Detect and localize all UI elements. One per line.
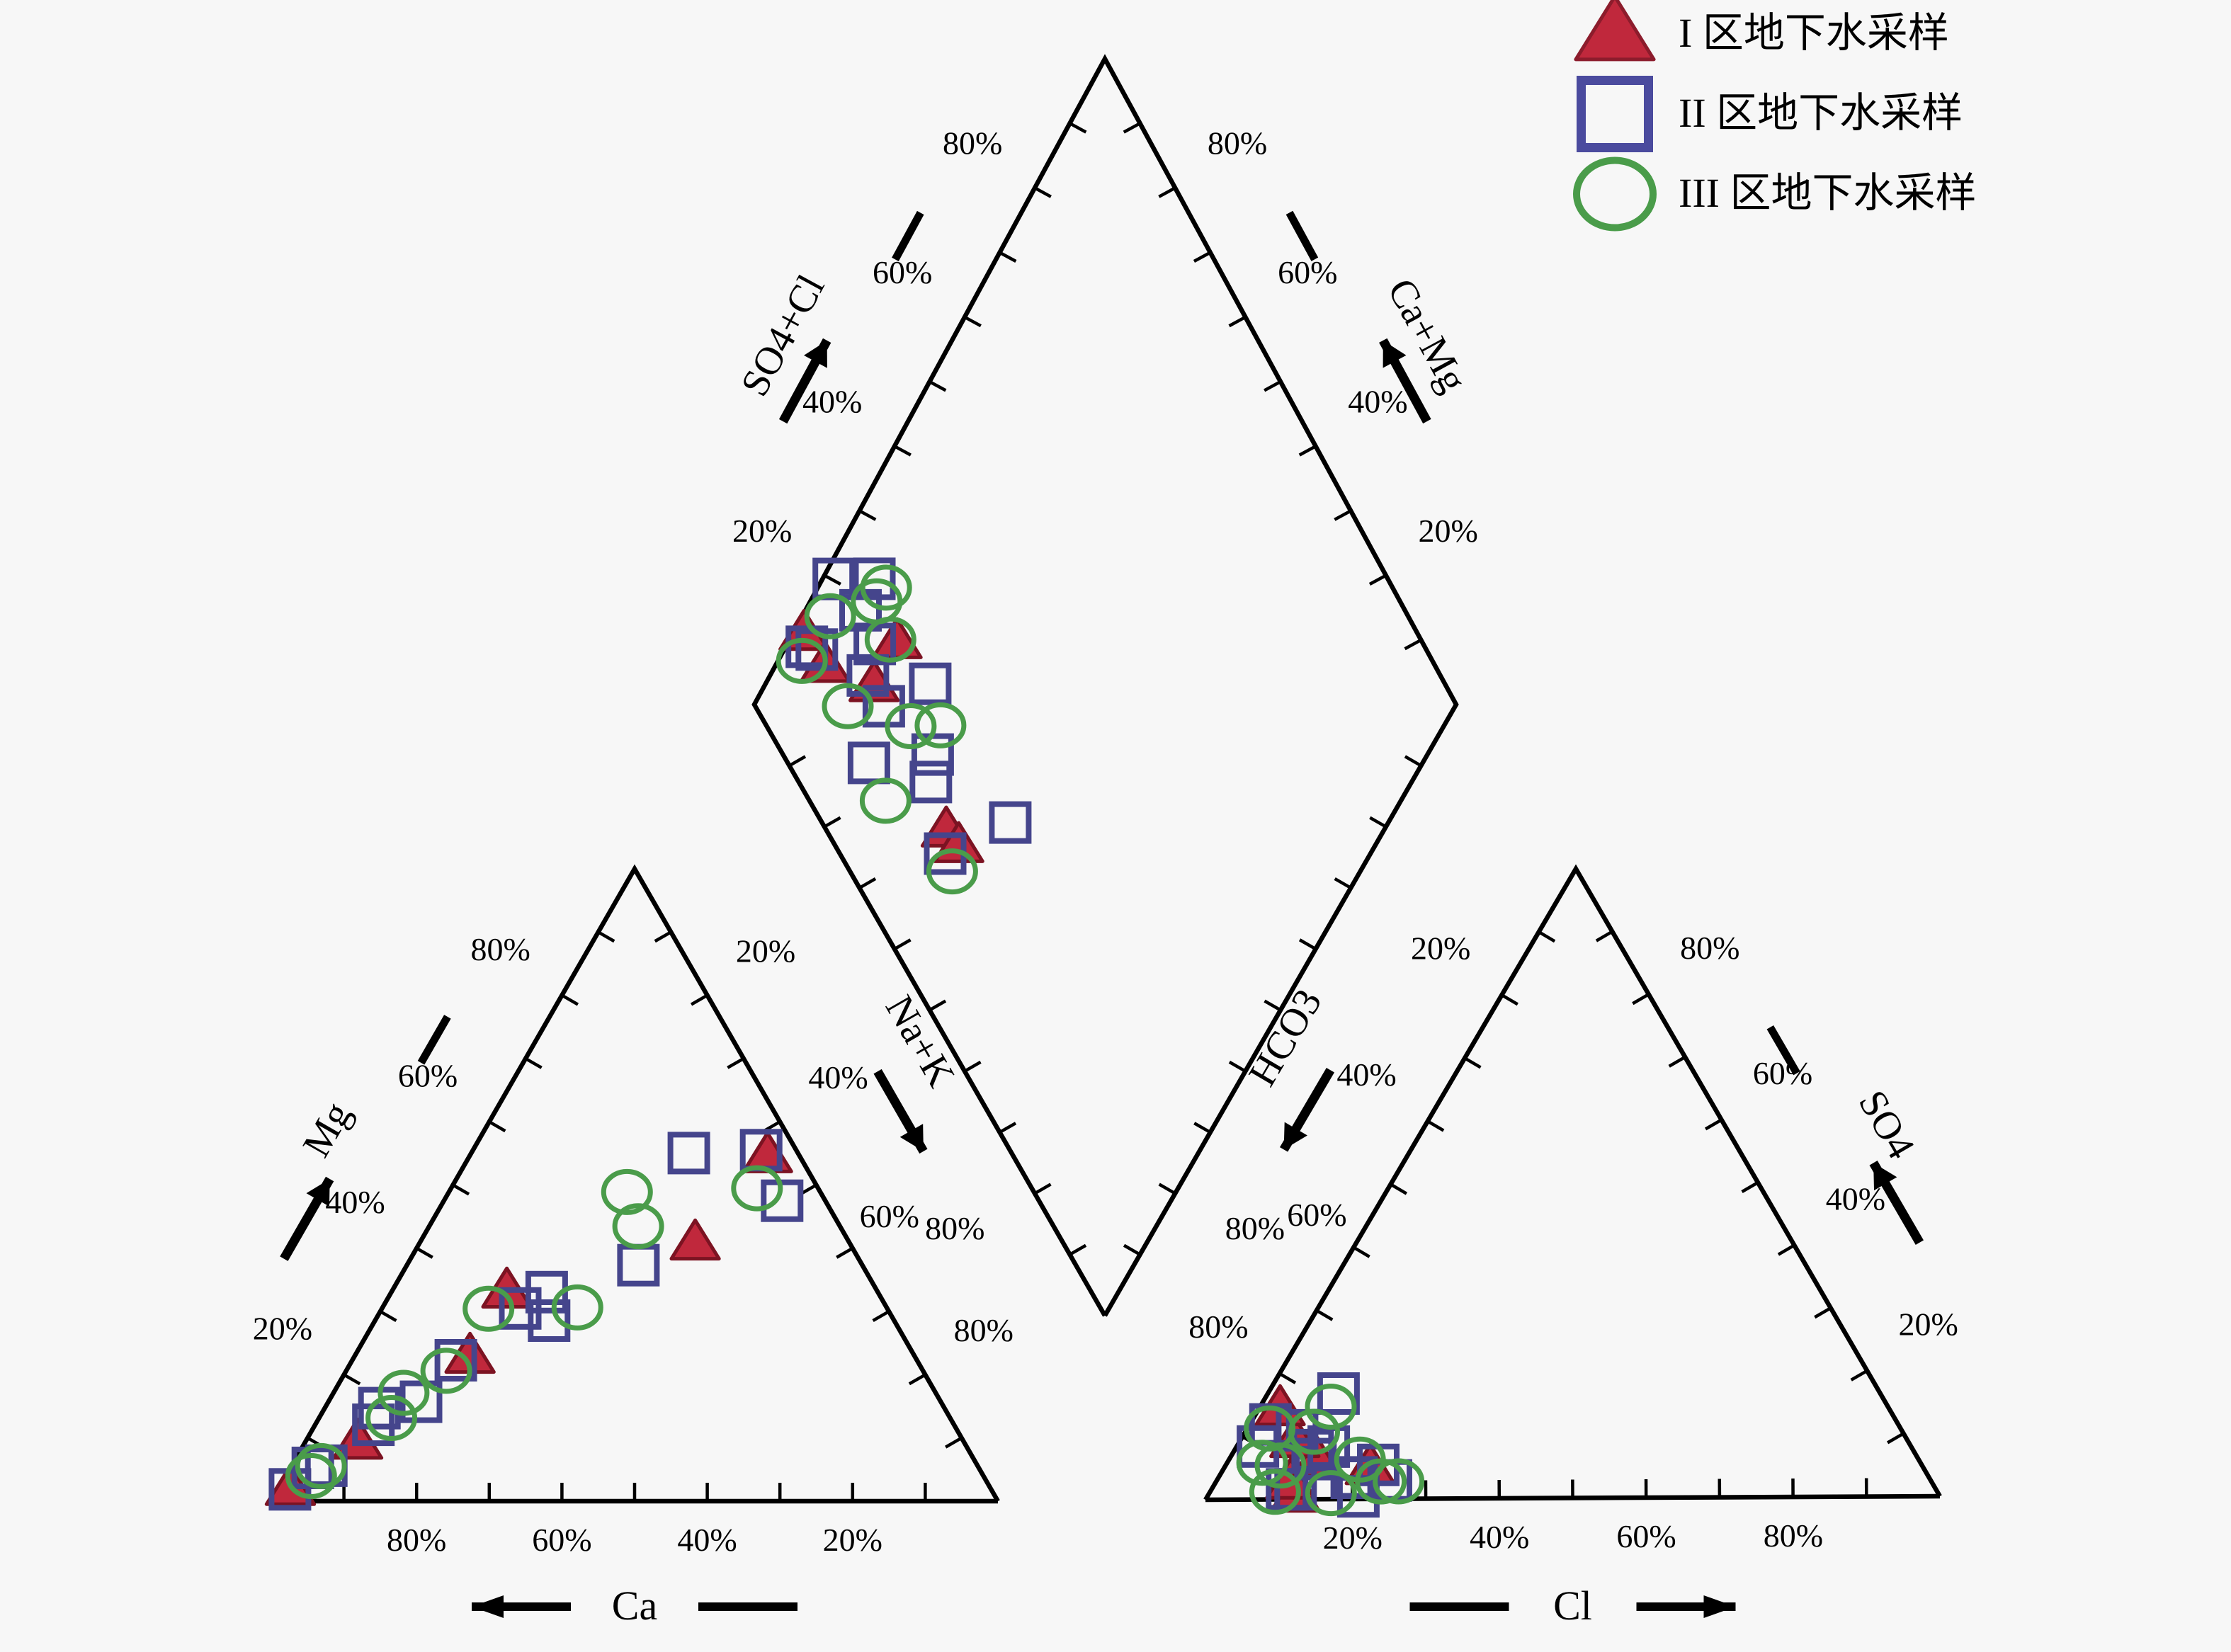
svg-text:60%: 60%: [1278, 254, 1337, 290]
svg-text:40%: 40%: [808, 1059, 868, 1095]
svg-text:40%: 40%: [1336, 1056, 1396, 1093]
svg-text:I 区地下水采样: I 区地下水采样: [1679, 10, 1949, 56]
svg-text:40%: 40%: [325, 1184, 385, 1220]
svg-text:60%: 60%: [1616, 1518, 1676, 1554]
svg-text:Ca: Ca: [612, 1583, 657, 1629]
svg-text:20%: 20%: [1418, 513, 1477, 549]
svg-text:80%: 80%: [1208, 125, 1267, 161]
svg-text:20%: 20%: [1899, 1306, 1958, 1343]
svg-text:80%: 80%: [954, 1312, 1014, 1348]
svg-text:80%: 80%: [925, 1210, 984, 1246]
svg-text:80%: 80%: [387, 1522, 446, 1558]
svg-text:20%: 20%: [1411, 930, 1470, 967]
svg-text:80%: 80%: [1225, 1210, 1285, 1246]
svg-text:40%: 40%: [677, 1522, 737, 1558]
svg-text:80%: 80%: [1188, 1309, 1248, 1345]
svg-text:20%: 20%: [732, 513, 792, 549]
svg-text:20%: 20%: [736, 933, 795, 969]
svg-text:60%: 60%: [1287, 1197, 1346, 1233]
svg-text:60%: 60%: [532, 1522, 591, 1558]
svg-text:60%: 60%: [860, 1198, 919, 1234]
svg-text:III 区地下水采样: III 区地下水采样: [1679, 170, 1976, 216]
svg-text:20%: 20%: [253, 1311, 312, 1347]
svg-text:60%: 60%: [873, 254, 932, 290]
svg-text:80%: 80%: [1764, 1517, 1823, 1554]
svg-text:60%: 60%: [398, 1057, 458, 1093]
svg-text:60%: 60%: [1753, 1055, 1812, 1091]
svg-text:80%: 80%: [471, 931, 530, 967]
svg-text:20%: 20%: [823, 1522, 882, 1558]
svg-text:40%: 40%: [1348, 383, 1407, 419]
svg-text:40%: 40%: [802, 384, 862, 420]
svg-text:Cl: Cl: [1553, 1583, 1592, 1629]
svg-text:40%: 40%: [1470, 1519, 1529, 1555]
svg-text:20%: 20%: [1323, 1520, 1383, 1556]
svg-text:II 区地下水采样: II 区地下水采样: [1679, 90, 1963, 136]
svg-text:80%: 80%: [943, 125, 1002, 161]
svg-text:80%: 80%: [1680, 930, 1739, 966]
